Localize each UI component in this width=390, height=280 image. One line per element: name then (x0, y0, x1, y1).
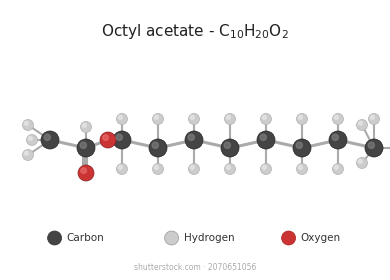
Circle shape (152, 113, 163, 125)
Circle shape (117, 164, 128, 174)
Circle shape (332, 134, 339, 141)
Circle shape (225, 164, 236, 174)
Circle shape (188, 113, 200, 125)
Circle shape (25, 122, 28, 125)
Circle shape (154, 165, 158, 169)
Circle shape (261, 113, 271, 125)
Text: Carbon: Carbon (67, 233, 105, 243)
Circle shape (227, 165, 230, 169)
Circle shape (227, 115, 230, 119)
Circle shape (358, 159, 362, 163)
Circle shape (370, 115, 374, 119)
Circle shape (119, 115, 122, 119)
Circle shape (296, 164, 307, 174)
Circle shape (113, 131, 131, 149)
Circle shape (296, 113, 307, 125)
Circle shape (334, 115, 338, 119)
Circle shape (293, 139, 311, 157)
Circle shape (185, 131, 203, 149)
Circle shape (77, 139, 95, 157)
Circle shape (257, 131, 275, 149)
Circle shape (48, 231, 62, 245)
Circle shape (80, 122, 92, 132)
Circle shape (44, 134, 50, 141)
Circle shape (23, 120, 34, 130)
Circle shape (225, 113, 236, 125)
Circle shape (329, 131, 347, 149)
Circle shape (368, 142, 374, 148)
Circle shape (80, 142, 87, 148)
Circle shape (221, 139, 239, 157)
Circle shape (190, 165, 194, 169)
Circle shape (117, 113, 128, 125)
Text: shutterstock.com · 2070651056: shutterstock.com · 2070651056 (134, 263, 256, 272)
Circle shape (152, 164, 163, 174)
Circle shape (165, 231, 179, 245)
Circle shape (190, 115, 194, 119)
Circle shape (224, 142, 230, 148)
Circle shape (369, 113, 379, 125)
Text: Hydrogen: Hydrogen (184, 233, 234, 243)
Text: Oxygen: Oxygen (301, 233, 341, 243)
Circle shape (298, 165, 302, 169)
Circle shape (28, 136, 32, 140)
Circle shape (41, 131, 59, 149)
Circle shape (356, 157, 367, 169)
Circle shape (298, 115, 302, 119)
Circle shape (119, 165, 122, 169)
Circle shape (262, 115, 266, 119)
Circle shape (282, 231, 296, 245)
Circle shape (78, 165, 94, 181)
Circle shape (23, 150, 34, 160)
Circle shape (152, 142, 158, 148)
Circle shape (116, 134, 122, 141)
Circle shape (333, 164, 344, 174)
Circle shape (262, 165, 266, 169)
Circle shape (356, 120, 367, 130)
Circle shape (188, 134, 195, 141)
Circle shape (296, 142, 303, 148)
Text: Octyl acetate - $\mathregular{C_{10}H_{20}O_{2}}$: Octyl acetate - $\mathregular{C_{10}H_{2… (101, 22, 289, 41)
Circle shape (27, 134, 37, 146)
Circle shape (149, 139, 167, 157)
Circle shape (260, 134, 266, 141)
Circle shape (333, 113, 344, 125)
Circle shape (188, 164, 200, 174)
Circle shape (261, 164, 271, 174)
Circle shape (103, 135, 108, 140)
Circle shape (82, 123, 86, 127)
Circle shape (25, 151, 28, 155)
Circle shape (154, 115, 158, 119)
Circle shape (365, 139, 383, 157)
Circle shape (81, 168, 87, 173)
Circle shape (100, 132, 116, 148)
Circle shape (358, 122, 362, 125)
Circle shape (334, 165, 338, 169)
